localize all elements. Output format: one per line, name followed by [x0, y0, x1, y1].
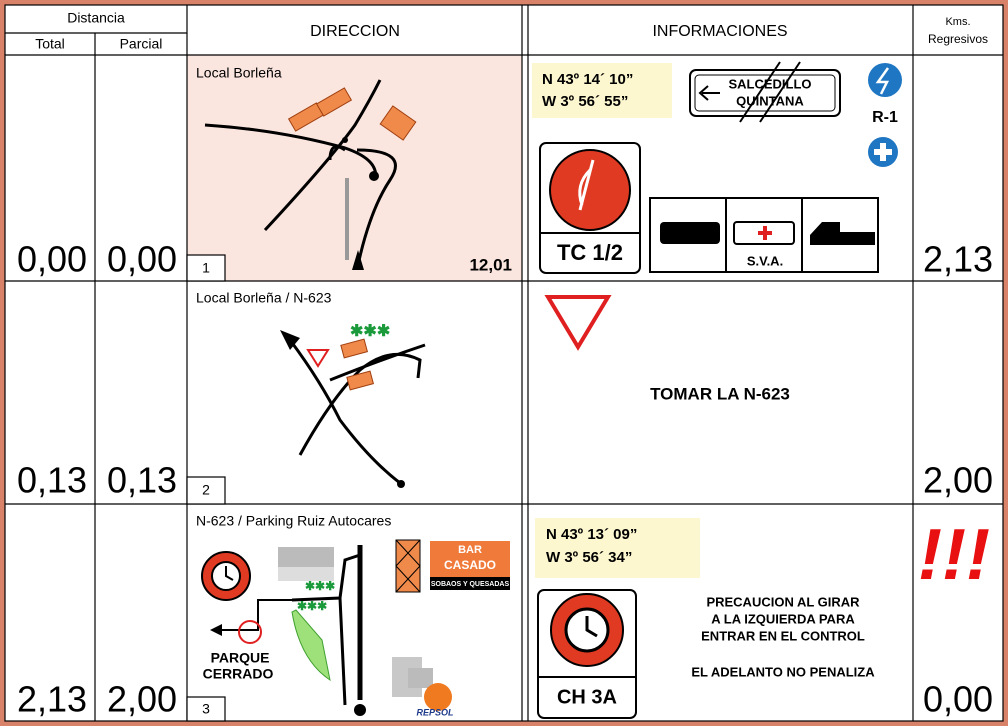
coords: W 3º 56´ 55” — [542, 93, 628, 110]
bar — [430, 577, 510, 590]
note: PRECAUCION AL GIRAR — [706, 594, 860, 609]
header: Total — [35, 36, 65, 52]
highlight — [187, 55, 522, 281]
parcial: 0,00 — [107, 239, 177, 280]
arrow — [210, 624, 222, 636]
icon — [868, 63, 902, 97]
kms: 2,00 — [923, 460, 993, 501]
icon — [758, 226, 772, 240]
dot — [354, 704, 366, 716]
sign-text: QUINTANA — [736, 93, 804, 108]
dot — [369, 171, 379, 181]
bar — [430, 541, 510, 577]
building — [346, 370, 375, 391]
warning: !!! — [918, 515, 990, 595]
dot — [342, 137, 348, 143]
parcial: 0,13 — [107, 460, 177, 501]
instruction: TOMAR LA N-623 — [650, 384, 790, 403]
trees: ✱✱✱ — [350, 323, 390, 340]
icon — [810, 222, 875, 245]
note: A LA IZQUIERDA PARA — [711, 611, 855, 626]
grass — [291, 609, 331, 682]
note: ENTRAR EN EL CONTROL — [701, 628, 865, 643]
bar-text: BAR — [458, 544, 482, 556]
building — [395, 539, 421, 593]
coords-box — [532, 63, 672, 118]
dot — [397, 480, 405, 488]
number-box — [186, 696, 226, 722]
sign — [694, 74, 836, 112]
trees: ✱✱✱ — [297, 599, 327, 613]
brand: REPSOL — [416, 707, 453, 717]
yield-sign — [544, 295, 612, 351]
number: 2 — [202, 482, 210, 498]
header: Regresivos — [928, 32, 988, 46]
icon — [549, 149, 631, 231]
buildings — [287, 87, 417, 141]
icon — [238, 620, 262, 644]
header: Parcial — [120, 36, 163, 52]
control: CH 3A — [557, 686, 617, 708]
distance: 12,01 — [469, 255, 512, 274]
icon — [660, 222, 720, 244]
note: EL ADELANTO NO PENALIZA — [691, 664, 875, 679]
number-box — [186, 476, 226, 505]
bar-text: CASADO — [444, 558, 496, 572]
arrow — [352, 250, 364, 270]
logo — [424, 683, 452, 711]
coords: N 43º 13´ 09” — [546, 526, 637, 543]
grid — [4, 4, 1004, 722]
header: DIRECCION — [310, 23, 400, 40]
coords: W 3º 56´ 34” — [546, 549, 632, 566]
building — [278, 547, 334, 567]
trees: ✱✱✱ — [305, 579, 335, 593]
control: TC 1/2 — [557, 240, 623, 265]
coords: N 43º 14´ 10” — [542, 71, 633, 88]
parque: CERRADO — [203, 666, 274, 682]
building — [340, 338, 369, 359]
diagram — [288, 339, 426, 485]
service: S.V.A. — [747, 253, 783, 268]
building — [278, 567, 334, 581]
kms: 0,00 — [923, 679, 993, 720]
total: 2,13 — [17, 679, 87, 720]
kms: 2,13 — [923, 239, 993, 280]
diagram — [291, 553, 361, 706]
road-sign: R-1 — [872, 109, 898, 126]
number: 3 — [202, 701, 210, 717]
total: 0,13 — [17, 460, 87, 501]
arrow — [280, 330, 300, 350]
icon — [874, 143, 892, 161]
header: Distancia — [67, 10, 125, 26]
place: Local Borleña — [196, 65, 282, 81]
number-box — [186, 254, 226, 282]
diagram — [204, 79, 397, 266]
parque: PARQUE — [211, 650, 270, 666]
header: INFORMACIONES — [652, 23, 787, 40]
coords-box — [535, 518, 700, 578]
number: 1 — [202, 260, 210, 276]
total: 0,00 — [17, 239, 87, 280]
icon — [306, 349, 330, 368]
sign-marks — [698, 61, 801, 123]
place: Local Borleña / N-623 — [196, 290, 332, 306]
bar-text: SOBAOS Y QUESADAS — [431, 581, 510, 588]
header: Kms. — [945, 16, 970, 28]
icon — [578, 159, 595, 211]
icon — [875, 67, 890, 95]
sign-text: SALCEDILLO — [728, 76, 811, 91]
place: N-623 / Parking Ruiz Autocares — [196, 513, 391, 529]
parcial: 2,00 — [107, 679, 177, 720]
